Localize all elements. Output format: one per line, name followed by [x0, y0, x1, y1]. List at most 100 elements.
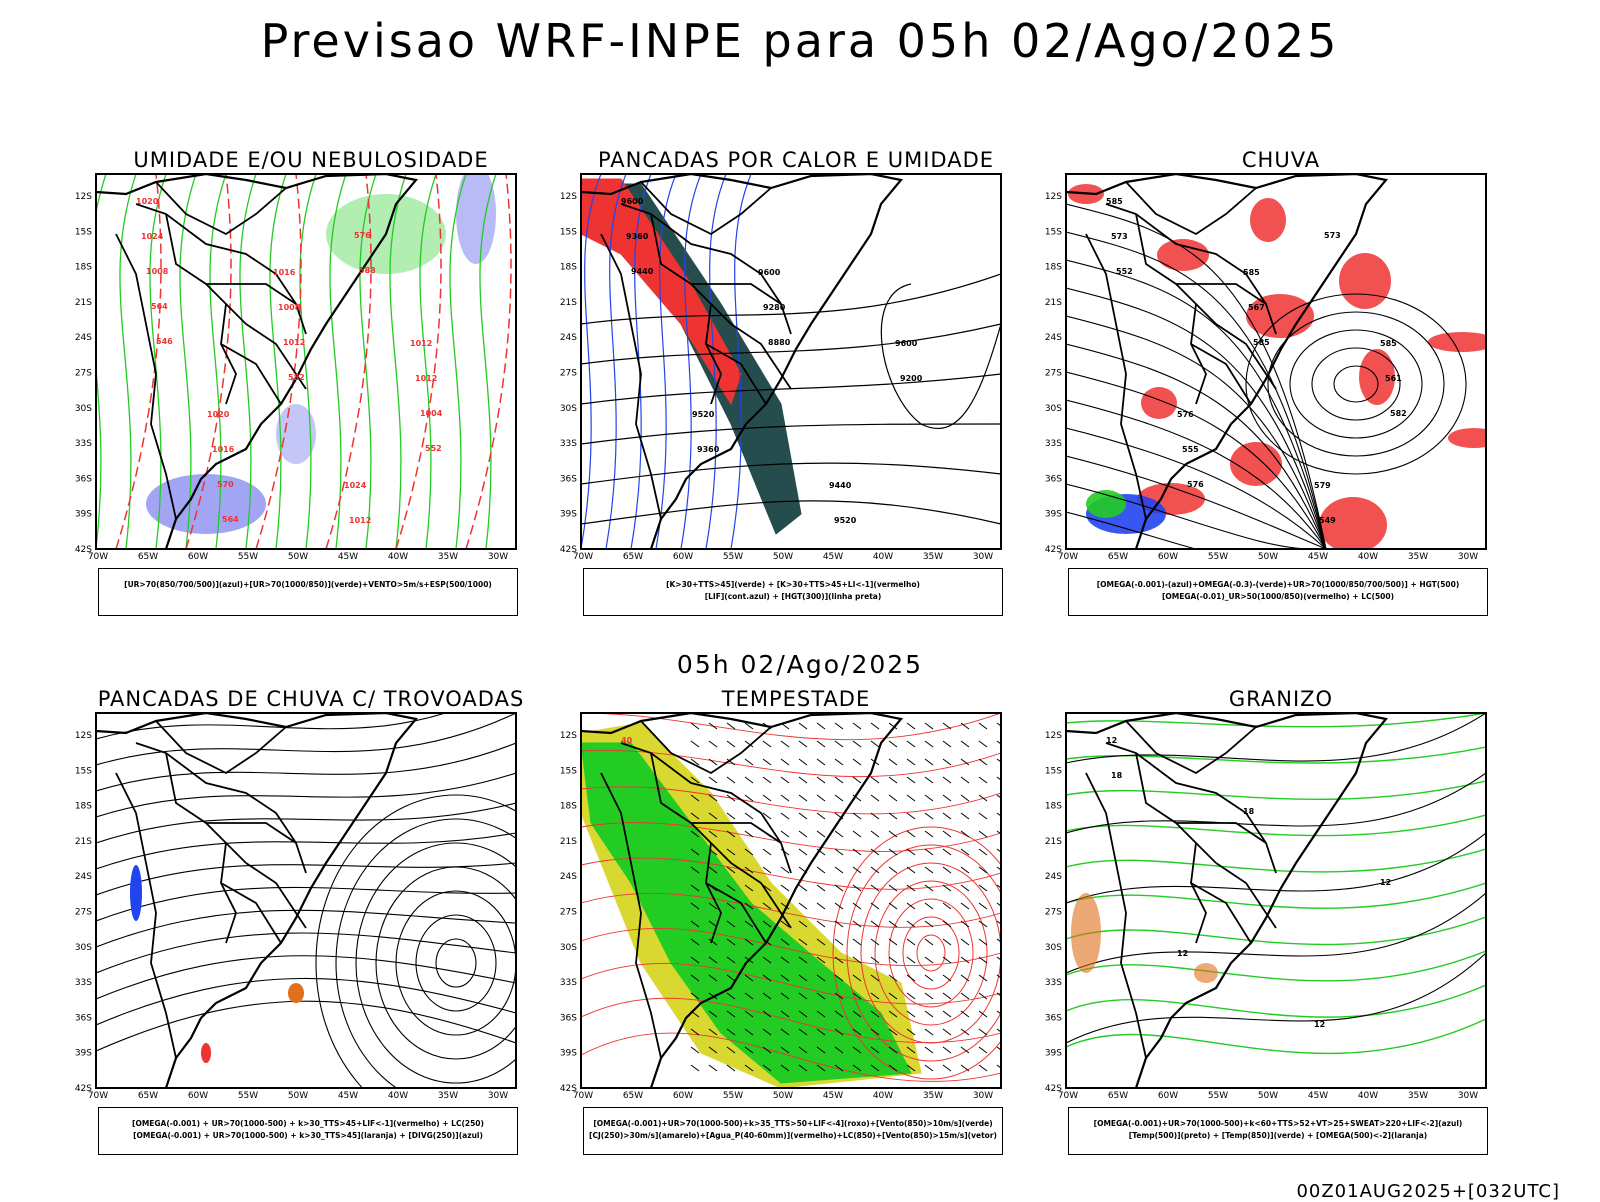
wind-vector — [708, 938, 718, 946]
lon-tick-label: 45W — [823, 552, 843, 562]
run-footer: 00Z01AUG2025+[032UTC] — [1296, 1181, 1560, 1202]
lon-tick-label: 60W — [188, 552, 208, 562]
wind-vector — [690, 758, 700, 766]
contour-label: 1012 — [415, 374, 437, 383]
coastline — [96, 713, 419, 1088]
contour-label: 12 — [1177, 949, 1188, 958]
wind-vector — [798, 848, 808, 856]
wind-vector — [834, 1010, 844, 1018]
lon-tick-label: 30W — [488, 552, 508, 562]
contour-label: 567 — [1248, 303, 1265, 312]
wind-vector — [726, 974, 736, 982]
country-border — [730, 323, 792, 390]
forecast-map: 12 18 12 12 12 18 12S 15S 18S 21S 24S 27S 30S 33S 36S 3… — [1045, 712, 1487, 1101]
lc850-contour — [902, 916, 960, 990]
wind-vector — [960, 974, 970, 982]
country-border — [115, 772, 177, 1059]
wind-vector — [924, 992, 934, 1000]
lat-tick-label: 24S — [560, 333, 577, 343]
wind-vector — [798, 794, 808, 802]
lif-contour — [655, 174, 677, 549]
wind-vector — [852, 848, 862, 856]
wind-vector — [726, 794, 736, 802]
lon-tick-label: 50W — [773, 1091, 793, 1101]
wind-vector — [690, 776, 700, 784]
wind-vector — [852, 956, 862, 964]
wind-vector — [942, 956, 952, 964]
country-border — [1190, 882, 1252, 944]
wind-vector — [726, 884, 736, 892]
country-border — [155, 181, 287, 236]
lc850-contour — [581, 997, 1001, 1044]
map-frame — [95, 712, 517, 1089]
lat-tick-label: 39S — [560, 510, 577, 520]
contour-label: 9600 — [758, 268, 781, 277]
lat-tick-label: 42S — [75, 1084, 92, 1094]
country-border — [730, 862, 792, 929]
omega500-area — [1194, 963, 1218, 983]
wind-vector — [996, 920, 1001, 925]
thickness-contour — [395, 174, 442, 549]
country-border — [1105, 742, 1267, 844]
wind-vector — [780, 1046, 790, 1054]
legend-line: [OMEGA(-0.001)+UR>70(1000-500)+k<60+TTS>… — [1093, 1119, 1463, 1128]
panel-title: UMIDADE E/OU NEBULOSIDADE — [133, 148, 489, 172]
wind-vector — [744, 740, 754, 748]
wind-vector — [708, 776, 718, 784]
lon-tick-label: 40W — [1358, 1091, 1378, 1101]
lon-tick-label: 45W — [1308, 1091, 1328, 1101]
lat-tick-label: 21S — [1045, 298, 1062, 308]
lon-tick-label: 35W — [438, 1091, 458, 1101]
wind-vector — [762, 992, 772, 1000]
wind-vector — [942, 1046, 952, 1054]
wind-vector — [960, 740, 970, 748]
wind-vector — [978, 740, 988, 748]
wind-vector — [852, 974, 862, 982]
lat-tick-label: 42S — [75, 545, 92, 555]
wind-vector — [816, 1046, 826, 1054]
contour-label: 9440 — [829, 481, 852, 490]
wind-vector — [996, 902, 1001, 907]
contour-label: 9360 — [697, 445, 720, 454]
wind-vector — [978, 974, 988, 982]
hgt500-contour — [1066, 511, 1326, 549]
contour-label: 1020 — [207, 410, 230, 419]
wind-vector — [690, 1028, 700, 1036]
wind-vector — [906, 992, 916, 1000]
wind-vector — [906, 1046, 916, 1054]
wind-vector — [690, 902, 700, 910]
lat-tick-label: 39S — [1045, 1049, 1062, 1059]
lat-tick-label: 27S — [75, 369, 92, 379]
wind-vector — [924, 812, 934, 820]
wind-vector — [852, 866, 862, 874]
wind-vector — [834, 1028, 844, 1036]
wind-vector — [870, 848, 880, 856]
wind-vector — [870, 866, 880, 874]
lat-tick-label: 15S — [560, 227, 577, 237]
panel-legend: [OMEGA(-0.001)+UR>70(1000-500)+k>35_TTS>… — [583, 1107, 1003, 1155]
lon-tick-label: 55W — [238, 552, 258, 562]
hgt500-contour — [1066, 287, 1327, 549]
wind-vector — [744, 938, 754, 946]
hgt500-contour — [1066, 259, 1327, 549]
country-border — [220, 842, 237, 944]
rain-area — [1319, 497, 1387, 549]
wind-vector — [852, 830, 862, 838]
contour-label: 9600 — [895, 339, 918, 348]
lon-tick-label: 60W — [188, 1091, 208, 1101]
lon-tick-label: 55W — [723, 1091, 743, 1101]
wind-vector — [870, 776, 880, 784]
lon-tick-label: 65W — [1108, 552, 1128, 562]
hgt500-contour — [1289, 329, 1423, 439]
wind-vector — [780, 794, 790, 802]
wind-vector — [888, 848, 898, 856]
lat-tick-label: 15S — [560, 766, 577, 776]
streamline — [435, 938, 477, 988]
lat-tick-label: 18S — [75, 802, 92, 812]
wind-vector — [960, 902, 970, 910]
wind-vector — [708, 1046, 718, 1054]
lat-tick-label: 30S — [75, 404, 92, 414]
wind-vector — [834, 974, 844, 982]
wind-vector — [852, 1064, 862, 1072]
